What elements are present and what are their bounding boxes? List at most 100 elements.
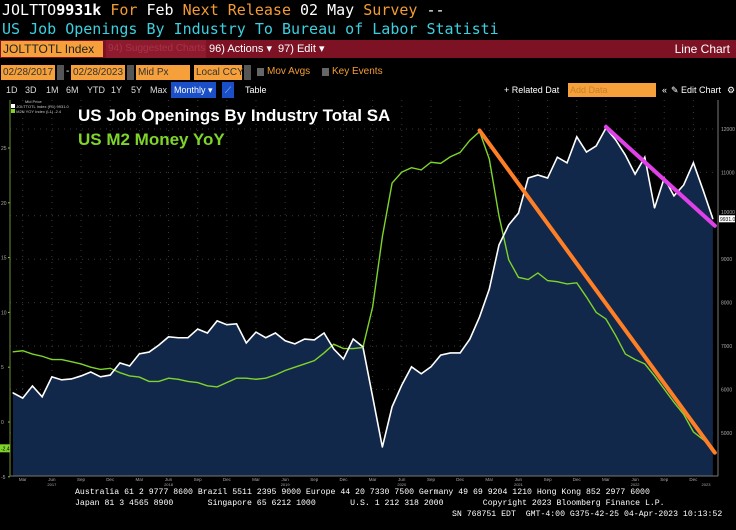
edit-menu[interactable]: 97) Edit ▾ bbox=[278, 43, 325, 55]
period-bar: 1D 3D 1M 6M YTD 1Y 5Y Max Monthly ▾ ⟋ Ta… bbox=[0, 82, 736, 98]
m2-point bbox=[585, 296, 587, 298]
m2-point bbox=[576, 282, 578, 284]
m2-point bbox=[391, 182, 393, 184]
footer-contacts-2: Japan 81 3 4565 8900 Singapore 65 6212 1… bbox=[75, 499, 665, 508]
period-6m[interactable]: 6M bbox=[66, 85, 79, 95]
period-1m[interactable]: 1M bbox=[46, 85, 59, 95]
jolts-point bbox=[61, 379, 63, 381]
period-max[interactable]: Max bbox=[150, 85, 168, 95]
x-year-label: 2023 bbox=[702, 482, 712, 487]
x-tick-label: Sep bbox=[194, 477, 203, 482]
period-1y[interactable]: 1Y bbox=[111, 85, 123, 95]
jolts-point bbox=[683, 184, 685, 186]
actions-menu[interactable]: 96) Actions ▾ bbox=[209, 43, 272, 55]
x-tick-label: Dec bbox=[106, 477, 115, 482]
period-1d[interactable]: 1D bbox=[6, 85, 18, 95]
jolts-point bbox=[420, 373, 422, 375]
orange-trendline bbox=[477, 128, 717, 455]
security-field[interactable]: JOLTTOTL Index bbox=[1, 41, 103, 57]
period-3d[interactable]: 3D bbox=[25, 85, 37, 95]
line-chart[interactable]: 5000 6000 7000 8000 9000 10000 11000 12000 -5 0 5 1… bbox=[0, 98, 736, 488]
x-tick-label: Mar bbox=[369, 477, 377, 482]
jolts-point bbox=[284, 340, 286, 342]
m2-point bbox=[449, 156, 451, 158]
x-tick-label: Dec bbox=[573, 477, 582, 482]
m2-point bbox=[556, 281, 558, 283]
related-data-button[interactable]: + Related Dat bbox=[504, 85, 560, 95]
edit-chart-button[interactable]: ✎ Edit Chart bbox=[671, 85, 722, 95]
currency-select[interactable]: Local CCY bbox=[194, 65, 244, 80]
magenta-trendline bbox=[603, 124, 717, 228]
right-tick-label: 7000 bbox=[721, 344, 732, 350]
jolts-point bbox=[615, 139, 617, 141]
m2-point bbox=[148, 380, 150, 382]
jolts-point bbox=[556, 156, 558, 158]
m2-point bbox=[168, 377, 170, 379]
m2-point bbox=[70, 361, 72, 363]
m2-point bbox=[644, 363, 646, 365]
m2-point bbox=[294, 366, 296, 368]
jolts-point bbox=[226, 324, 228, 326]
m2-point bbox=[663, 388, 665, 390]
chart-type-label: Line Chart bbox=[674, 42, 730, 56]
jolts-point bbox=[381, 446, 383, 448]
jolts-point bbox=[148, 351, 150, 353]
currency-dropdown-icon[interactable] bbox=[244, 65, 251, 80]
next-release-label: Next Release bbox=[182, 1, 291, 19]
survey-value: -- bbox=[426, 1, 445, 19]
left-last-value-label: -2.4 bbox=[1, 446, 10, 452]
x-year-label: 2019 bbox=[281, 482, 291, 487]
key-events-checkbox[interactable] bbox=[322, 68, 329, 76]
m2-point bbox=[654, 375, 656, 377]
period-5y[interactable]: 5Y bbox=[131, 85, 143, 95]
frequency-select[interactable]: Monthly ▾ bbox=[171, 82, 216, 98]
m2-point bbox=[634, 359, 636, 361]
m2-point bbox=[313, 360, 315, 362]
jolts-point bbox=[90, 371, 92, 373]
right-tick-label: 8000 bbox=[721, 301, 732, 307]
jolts-point bbox=[167, 336, 170, 338]
key-events-label[interactable]: Key Events bbox=[332, 66, 383, 77]
m2-point bbox=[537, 272, 539, 274]
price-field[interactable]: Mid Px bbox=[136, 65, 190, 80]
m2-point bbox=[508, 259, 510, 261]
mov-avgs-checkbox[interactable] bbox=[257, 68, 264, 76]
survey-label: Survey bbox=[363, 1, 418, 19]
jolts-point bbox=[692, 162, 695, 164]
m2-point bbox=[236, 377, 238, 379]
add-data-input[interactable]: Add Data bbox=[568, 83, 656, 97]
x-tick-label: Sep bbox=[427, 477, 436, 482]
jolts-point bbox=[333, 348, 335, 350]
jolts-point bbox=[235, 323, 238, 325]
jolts-point bbox=[440, 354, 442, 356]
start-date-calendar-icon[interactable] bbox=[57, 65, 64, 80]
m2-point bbox=[469, 139, 471, 141]
m2-point bbox=[109, 367, 111, 369]
x-tick-label: Mar bbox=[252, 477, 260, 482]
m2-point bbox=[440, 162, 442, 164]
jolts-point bbox=[537, 174, 539, 176]
jolts-point bbox=[109, 374, 111, 376]
jolts-point bbox=[216, 320, 218, 322]
collapse-button[interactable]: « bbox=[662, 85, 668, 95]
suggested-charts-button[interactable]: 94) Suggested Charts bbox=[106, 40, 206, 58]
end-date-calendar-icon[interactable] bbox=[127, 65, 134, 80]
end-date-field[interactable]: 02/28/2023 bbox=[71, 65, 125, 80]
start-date-field[interactable]: 02/28/2017 bbox=[1, 65, 55, 80]
for-label: For bbox=[110, 1, 138, 19]
right-tick-label: 9000 bbox=[721, 257, 732, 263]
gear-icon[interactable]: ⚙ bbox=[727, 85, 736, 95]
chart-view-icon[interactable]: ⟋ bbox=[222, 82, 234, 98]
mov-avgs-label[interactable]: Mov Avgs bbox=[267, 66, 311, 77]
jolts-point bbox=[197, 328, 199, 330]
left-tick-label: 15 bbox=[1, 256, 7, 262]
table-button[interactable]: Table bbox=[245, 85, 267, 95]
m2-point bbox=[624, 353, 626, 355]
jolts-point bbox=[265, 337, 267, 339]
jolts-point bbox=[51, 376, 53, 378]
m2-point bbox=[187, 380, 189, 382]
x-year-label: 2021 bbox=[514, 482, 524, 487]
x-tick-label: Sep bbox=[310, 477, 319, 482]
period-ytd[interactable]: YTD bbox=[87, 85, 105, 95]
jolts-point bbox=[712, 218, 714, 220]
